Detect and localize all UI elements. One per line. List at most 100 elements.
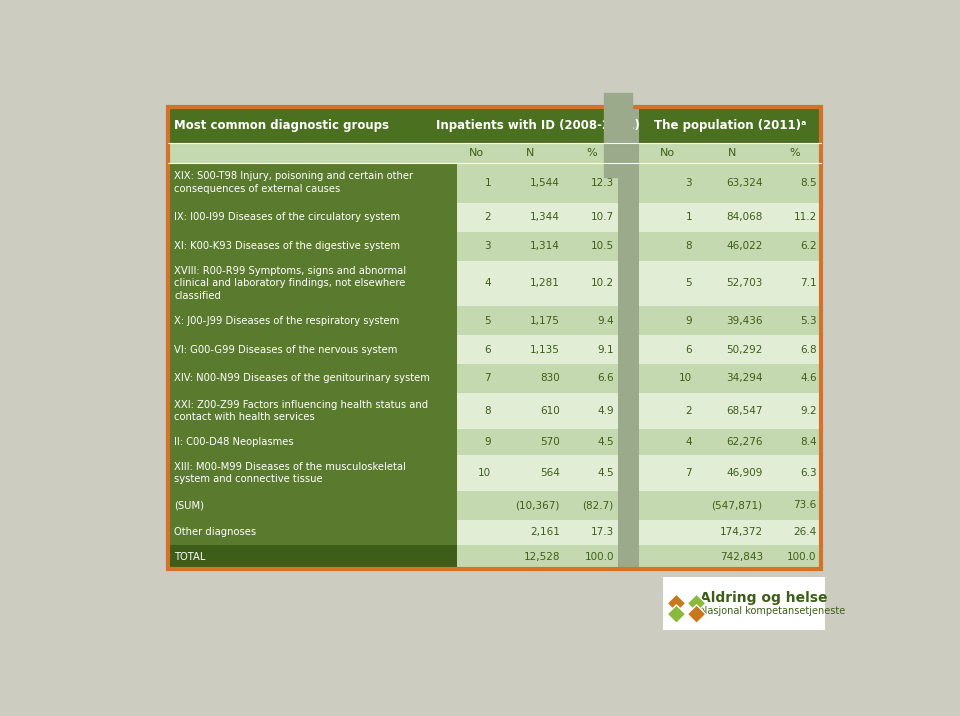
Bar: [457, 455, 495, 491]
Bar: [457, 163, 495, 203]
Bar: [495, 491, 564, 520]
Bar: [168, 107, 457, 143]
Bar: [564, 455, 618, 491]
Text: 8.5: 8.5: [800, 178, 817, 188]
Text: VI: G00-G99 Diseases of the nervous system: VI: G00-G99 Diseases of the nervous syst…: [175, 344, 397, 354]
Bar: [457, 429, 495, 455]
Bar: [495, 143, 564, 163]
Text: (547,871): (547,871): [711, 500, 763, 511]
Bar: [639, 491, 697, 520]
Bar: [168, 455, 457, 491]
Bar: [495, 335, 564, 364]
Polygon shape: [667, 605, 685, 624]
Bar: [564, 429, 618, 455]
Text: XXI: Z00-Z99 Factors influencing health status and
contact with health services: XXI: Z00-Z99 Factors influencing health …: [175, 400, 428, 422]
Bar: [168, 163, 457, 203]
Bar: [168, 491, 457, 520]
Bar: [639, 545, 697, 569]
Bar: [168, 520, 457, 545]
Text: 9.2: 9.2: [800, 406, 817, 416]
Text: Most common diagnostic groups: Most common diagnostic groups: [175, 119, 389, 132]
Bar: [618, 364, 639, 393]
Text: 62,276: 62,276: [727, 437, 763, 447]
Bar: [697, 364, 767, 393]
Bar: [564, 163, 618, 203]
Text: 8: 8: [685, 241, 692, 251]
Text: 4: 4: [685, 437, 692, 447]
Text: 564: 564: [540, 468, 560, 478]
Text: XIII: M00-M99 Diseases of the musculoskeletal
system and connective tissue: XIII: M00-M99 Diseases of the musculoske…: [175, 462, 406, 484]
Text: 4: 4: [485, 279, 491, 289]
Text: 11.2: 11.2: [794, 212, 817, 222]
Bar: [457, 261, 495, 306]
Text: XIX: S00-T98 Injury, poisoning and certain other
consequences of external causes: XIX: S00-T98 Injury, poisoning and certa…: [175, 171, 414, 194]
Text: %: %: [587, 148, 597, 158]
Bar: [495, 429, 564, 455]
Text: 12.3: 12.3: [590, 178, 613, 188]
Bar: [168, 143, 457, 163]
Text: 8: 8: [485, 406, 491, 416]
Text: 34,294: 34,294: [727, 374, 763, 384]
Text: 68,547: 68,547: [727, 406, 763, 416]
Bar: [697, 545, 767, 569]
Bar: [495, 364, 564, 393]
Text: 570: 570: [540, 437, 560, 447]
Text: 10: 10: [679, 374, 692, 384]
Text: 174,372: 174,372: [720, 527, 763, 537]
Bar: [697, 520, 767, 545]
Bar: [457, 203, 495, 231]
Text: 9: 9: [685, 316, 692, 326]
Text: 4.6: 4.6: [800, 374, 817, 384]
Bar: [697, 231, 767, 261]
Bar: [662, 577, 826, 629]
Bar: [697, 491, 767, 520]
Bar: [639, 429, 697, 455]
Bar: [639, 364, 697, 393]
Bar: [697, 335, 767, 364]
Bar: [767, 143, 822, 163]
Bar: [457, 306, 495, 335]
Text: 6: 6: [685, 344, 692, 354]
Text: 2,161: 2,161: [530, 527, 560, 537]
Bar: [168, 393, 457, 429]
Text: 1: 1: [485, 178, 491, 188]
Bar: [697, 203, 767, 231]
Text: 6.2: 6.2: [800, 241, 817, 251]
Bar: [564, 520, 618, 545]
Text: 7: 7: [485, 374, 491, 384]
Text: N: N: [728, 148, 736, 158]
Text: 610: 610: [540, 406, 560, 416]
Bar: [697, 455, 767, 491]
Text: 3: 3: [485, 241, 491, 251]
Text: Aldring og helse: Aldring og helse: [700, 591, 828, 605]
Bar: [168, 335, 457, 364]
Bar: [639, 393, 697, 429]
Bar: [168, 107, 822, 569]
Bar: [457, 545, 495, 569]
Text: 17.3: 17.3: [590, 527, 613, 537]
Bar: [495, 306, 564, 335]
Text: X: J00-J99 Diseases of the respiratory system: X: J00-J99 Diseases of the respiratory s…: [175, 316, 399, 326]
Bar: [457, 335, 495, 364]
Text: 6.3: 6.3: [800, 468, 817, 478]
Bar: [767, 520, 822, 545]
Text: 63,324: 63,324: [727, 178, 763, 188]
Bar: [618, 203, 639, 231]
Text: 6: 6: [485, 344, 491, 354]
Text: 5: 5: [485, 316, 491, 326]
Bar: [697, 429, 767, 455]
Bar: [767, 393, 822, 429]
Bar: [564, 545, 618, 569]
Text: (82.7): (82.7): [583, 500, 613, 511]
Text: 84,068: 84,068: [727, 212, 763, 222]
Bar: [564, 335, 618, 364]
Text: Nasjonal kompetansetjeneste: Nasjonal kompetansetjeneste: [700, 606, 845, 616]
Bar: [495, 261, 564, 306]
Text: %: %: [789, 148, 800, 158]
Bar: [697, 261, 767, 306]
Text: 1: 1: [685, 212, 692, 222]
Bar: [767, 231, 822, 261]
Bar: [639, 261, 697, 306]
Bar: [697, 163, 767, 203]
Bar: [168, 364, 457, 393]
